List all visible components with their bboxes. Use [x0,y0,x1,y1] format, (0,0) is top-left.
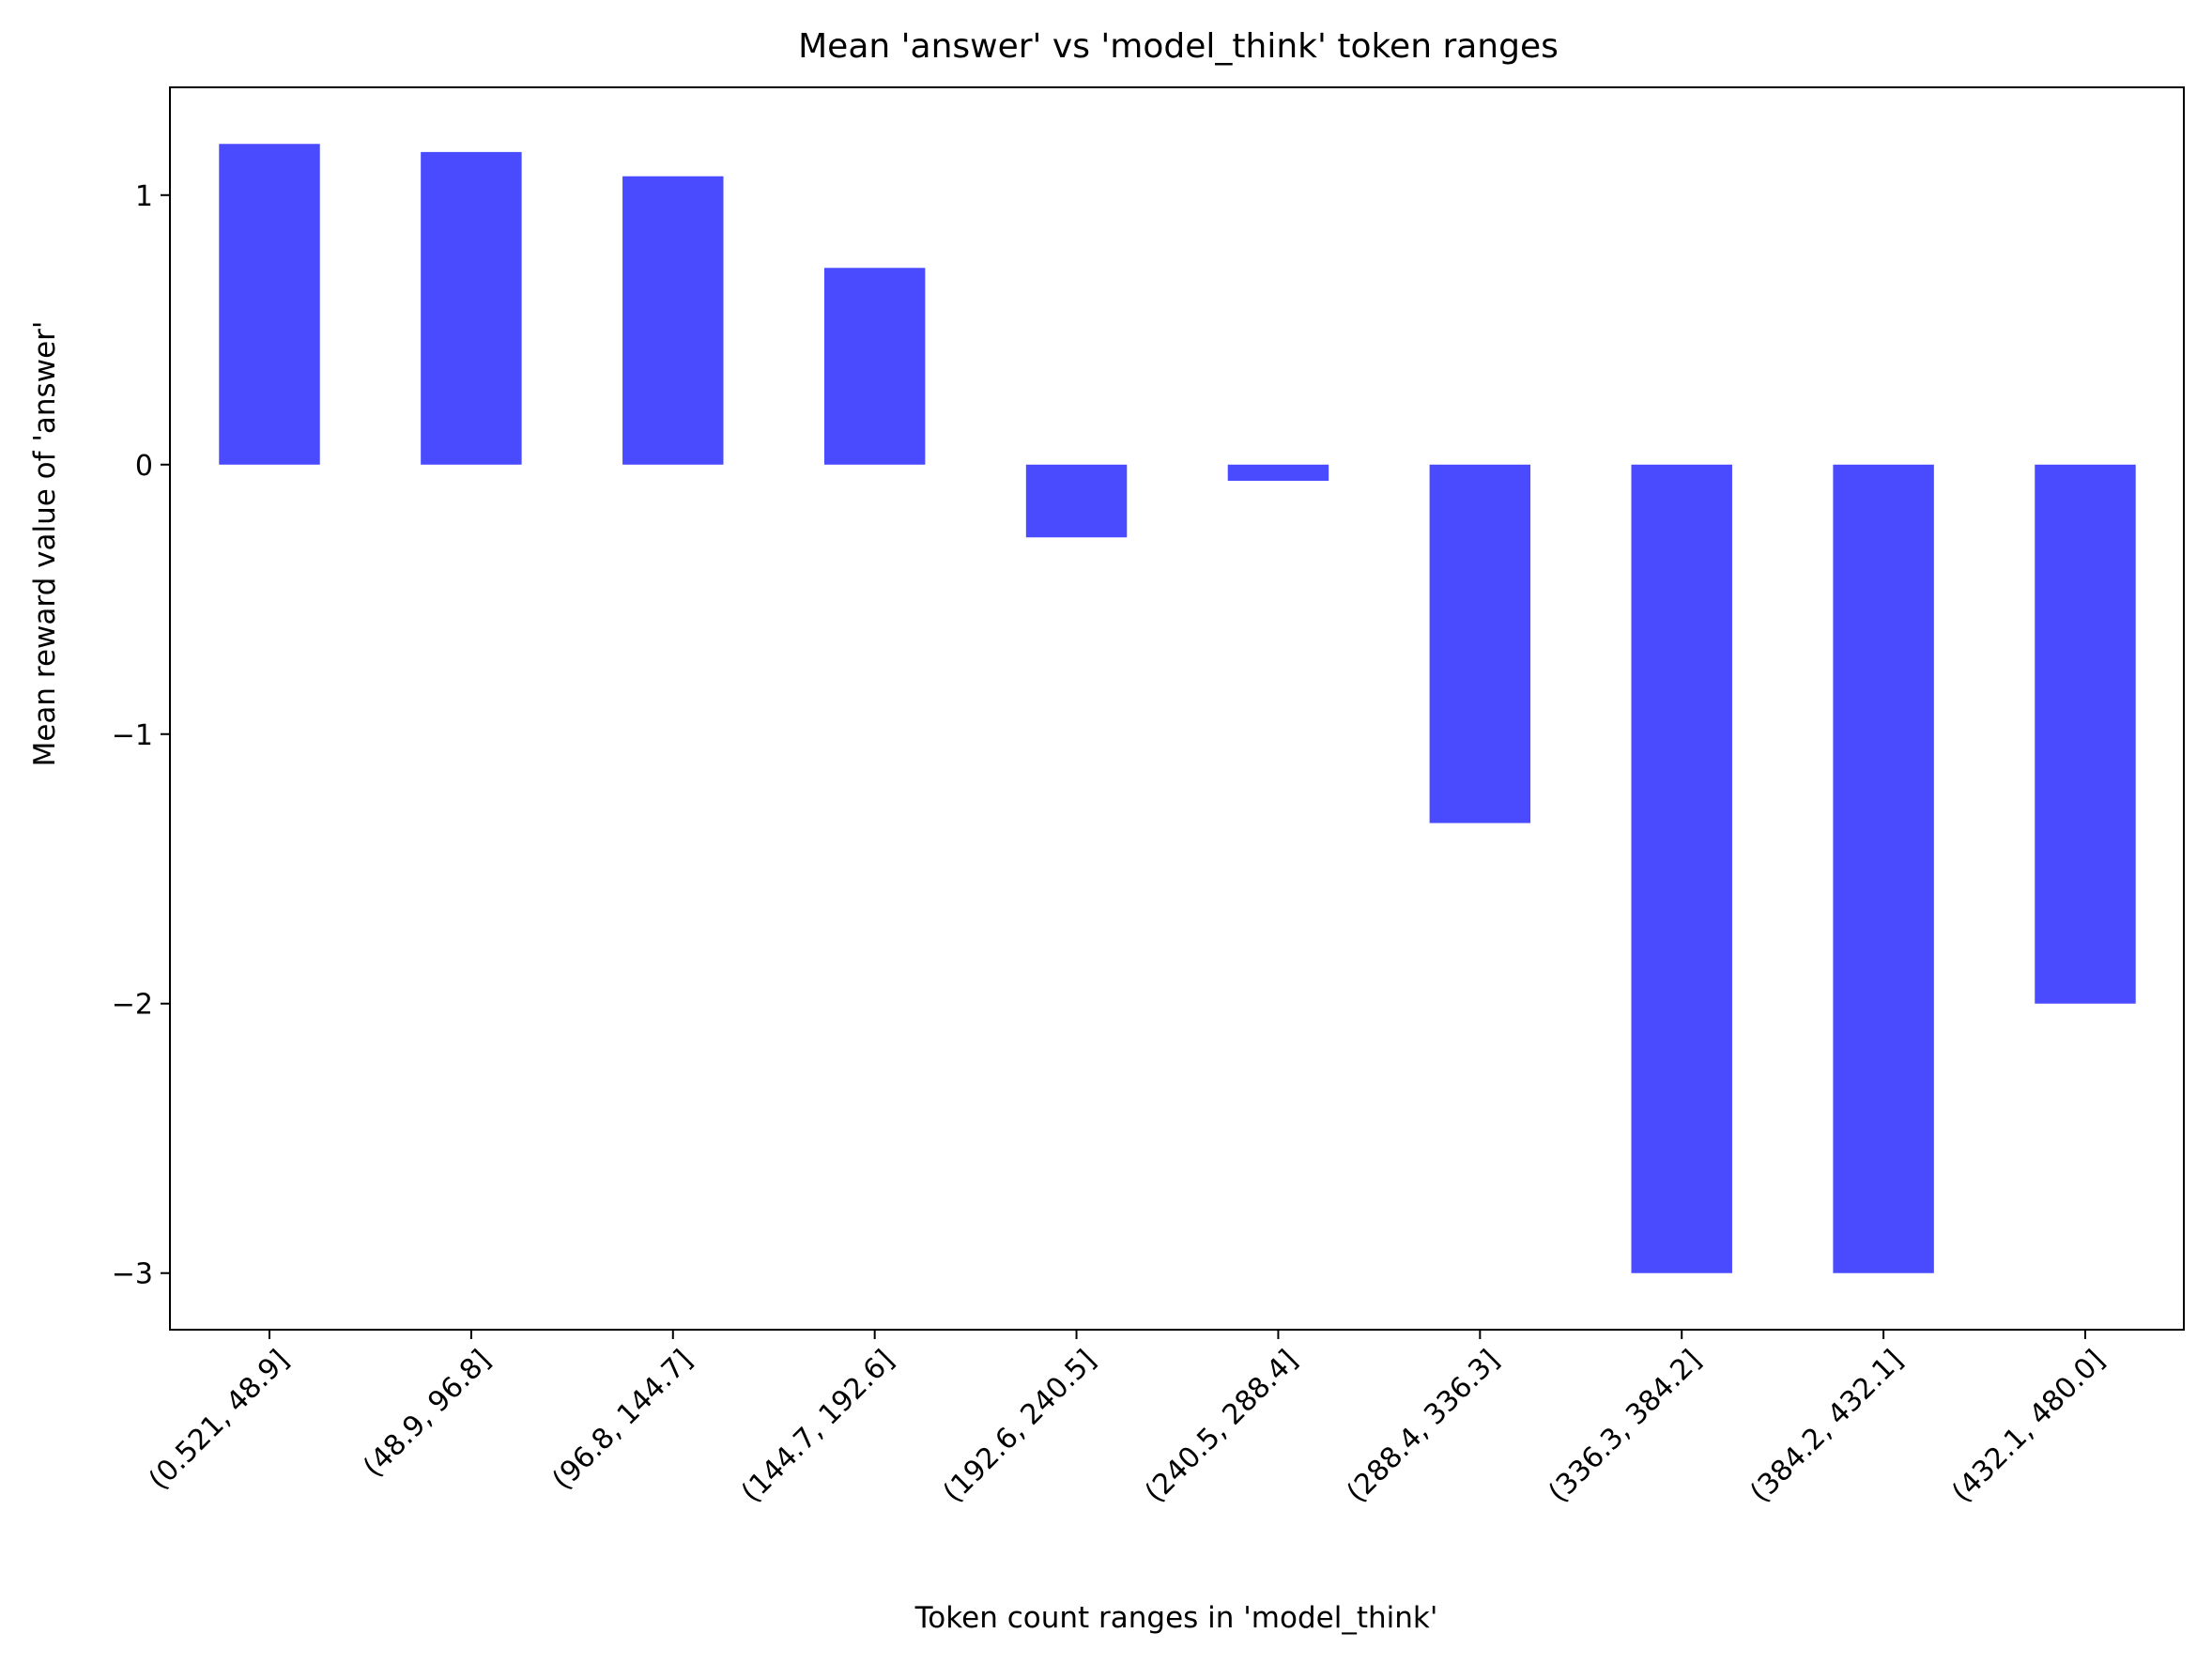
y-tick-label-4: −2 [112,989,153,1022]
x-axis-title: Token count ranges in 'model_think' [914,1601,1438,1635]
bar-3 [622,176,724,465]
bar-1 [219,144,320,465]
chart-title: Mean 'answer' vs 'model_think' token ran… [798,27,1559,66]
y-tick-label-5: −3 [112,1258,153,1291]
y-axis-title: Mean reward value of 'answer' [28,321,62,767]
bars-group [219,144,2136,1273]
bar-7 [1429,464,1531,824]
bar-10 [2035,464,2136,1004]
y-tick-label-1: 1 [135,180,153,213]
bar-5 [1025,464,1128,538]
plot-frame [169,86,2185,1331]
bar-9 [1833,464,1934,1273]
bar-2 [421,151,522,465]
bar-6 [1227,464,1329,481]
y-axis: 1 0 −1 −2 −3 [112,180,170,1291]
y-tick-label-3: −1 [112,719,153,752]
y-tick-label-2: 0 [135,450,153,483]
bar-4 [823,268,926,465]
bar-8 [1631,464,1732,1273]
